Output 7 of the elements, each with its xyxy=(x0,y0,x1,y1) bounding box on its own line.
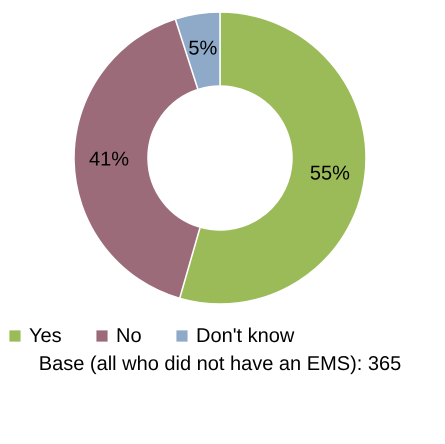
data-label: 55% xyxy=(310,162,350,184)
legend-label: Don't know xyxy=(196,325,295,347)
legend-label: Yes xyxy=(29,325,62,347)
text: Base (all who did not have an EMS): 365 xyxy=(38,353,402,375)
legend-label: No xyxy=(116,325,142,347)
data-label: 5% xyxy=(188,37,218,60)
data-label: 41% xyxy=(89,148,130,171)
